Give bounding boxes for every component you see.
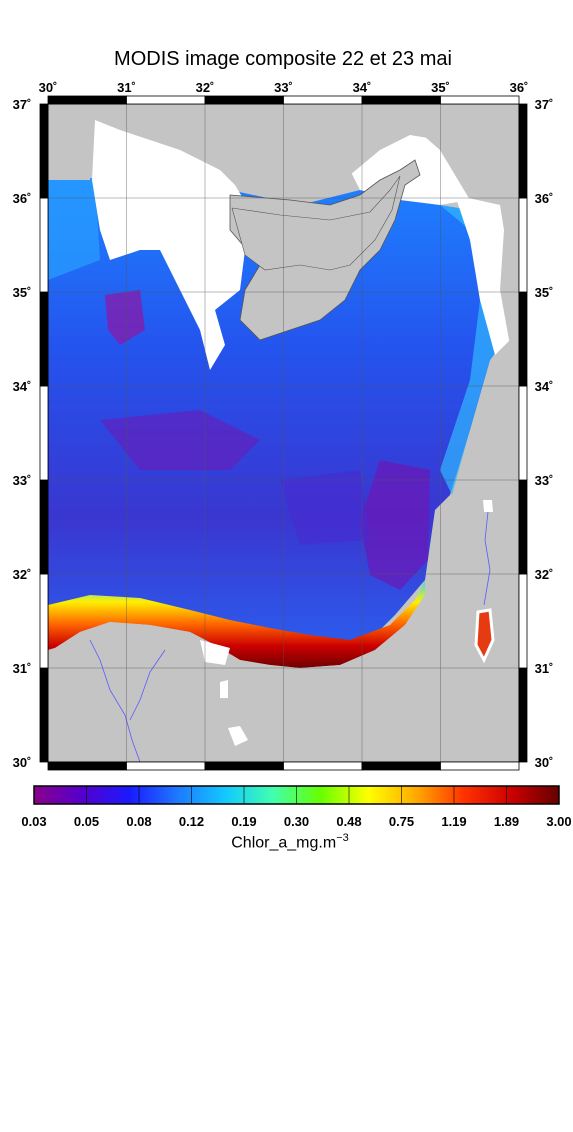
lat-label-right: 32˚ <box>535 567 554 582</box>
colorbar-label: 0.03 <box>21 814 46 829</box>
lat-label-left: 36˚ <box>13 191 32 206</box>
lon-label-top: 30˚ <box>39 80 58 95</box>
land-cloud <box>200 640 230 665</box>
frame-bar-left <box>39 667 49 763</box>
low-chlorophyll-patch <box>360 460 430 590</box>
levant-coast <box>500 104 519 350</box>
low-chlorophyll-patch <box>105 290 145 345</box>
map-border-bars <box>39 95 528 771</box>
lat-label-left: 33˚ <box>13 473 32 488</box>
frame-bar-left <box>39 385 49 481</box>
frame-bar-top <box>440 95 520 105</box>
lat-label-left: 34˚ <box>13 379 32 394</box>
frame-bar-top <box>283 95 363 105</box>
frame-bar-bottom <box>126 761 206 771</box>
frame-bar-left <box>39 479 49 575</box>
frame-bar-top <box>47 95 127 105</box>
nile-river <box>89 639 141 762</box>
colorbar-label: 0.19 <box>231 814 256 829</box>
lat-label-right: 31˚ <box>535 661 554 676</box>
frame-bar-top <box>126 95 206 105</box>
colorbar-label: 3.00 <box>546 814 571 829</box>
frame-bar-left <box>39 197 49 293</box>
frame-bar-right <box>518 103 528 199</box>
lon-label-top: 31˚ <box>117 80 136 95</box>
colorbar-label: 0.75 <box>389 814 414 829</box>
frame-bar-right <box>518 479 528 575</box>
low-chlorophyll-patch <box>100 410 260 470</box>
frame-bar-left <box>39 573 49 669</box>
lat-label-right: 30˚ <box>535 755 554 770</box>
lat-label-right: 36˚ <box>535 191 554 206</box>
colorbar-title-exponent: −3 <box>336 832 349 844</box>
axis-labels: 30˚ 31˚ 32˚ 33˚ 34˚ 35˚ 36˚ 37˚ 37˚ 36˚ 36˚ 35˚ 35˚ 3… <box>13 80 554 770</box>
sea-of-galilee <box>483 500 493 512</box>
frame-bar-top <box>204 95 284 105</box>
frame-bar-right <box>518 573 528 669</box>
lat-label-left: 35˚ <box>13 285 32 300</box>
frame-bar-bottom <box>204 761 284 771</box>
lat-label-right: 34˚ <box>535 379 554 394</box>
colorbar-label: 0.08 <box>126 814 151 829</box>
lat-label-right: 37˚ <box>535 97 554 112</box>
colorbar-title: Chlor_a_mg.m−3 <box>0 832 573 852</box>
land-cloud <box>220 680 228 698</box>
frame-bar-bottom <box>283 761 363 771</box>
colorbar-label: 0.48 <box>336 814 361 829</box>
lat-label-right: 33˚ <box>535 473 554 488</box>
lat-label-left: 37˚ <box>13 97 32 112</box>
frame-bar-right <box>518 667 528 763</box>
dead-sea <box>474 608 495 664</box>
lat-label-left: 32˚ <box>13 567 32 582</box>
lat-label-left: 31˚ <box>13 661 32 676</box>
frame-bar-right <box>518 197 528 293</box>
egypt-land <box>48 340 519 762</box>
frame-bar-bottom <box>440 761 520 771</box>
jordan-river <box>483 511 491 606</box>
map-title: MODIS image composite 22 et 23 mai <box>114 48 452 70</box>
lat-label-right: 35˚ <box>535 285 554 300</box>
north-band <box>48 178 100 280</box>
frame-bar-bottom <box>361 761 441 771</box>
lon-label-top: 36˚ <box>510 80 529 95</box>
colorbar-title-main: Chlor_a_mg.m <box>231 834 337 852</box>
lon-label-top: 34˚ <box>353 80 372 95</box>
frame-bar-left <box>39 103 49 199</box>
colorbar-label: 0.12 <box>179 814 204 829</box>
lon-label-top: 35˚ <box>431 80 450 95</box>
cyprus-land-strip <box>231 175 401 271</box>
lon-label-top: 33˚ <box>274 80 293 95</box>
nile-river <box>129 649 166 721</box>
land-cloud <box>228 726 248 746</box>
colorbar-label: 0.05 <box>74 814 99 829</box>
lat-label-left: 30˚ <box>13 755 32 770</box>
coastal-high-chlorophyll <box>48 580 425 668</box>
frame-bar-right <box>518 291 528 387</box>
cloud-mask <box>92 118 250 370</box>
colorbar-label: 1.89 <box>494 814 519 829</box>
frame-bar-bottom <box>47 761 127 771</box>
frame-bar-right <box>518 385 528 481</box>
colorbar-label: 1.19 <box>441 814 466 829</box>
colorbar-label: 0.30 <box>284 814 309 829</box>
lon-label-top: 32˚ <box>196 80 215 95</box>
colorbar-labels: 0.03 0.05 0.08 0.12 0.19 0.30 0.48 0.75 1.19 1.89… <box>21 786 572 829</box>
frame-bar-left <box>39 291 49 387</box>
low-chlorophyll-patch <box>280 470 370 545</box>
cloud-mask <box>455 195 512 355</box>
graticule <box>48 104 519 762</box>
frame-bar-top <box>361 95 441 105</box>
